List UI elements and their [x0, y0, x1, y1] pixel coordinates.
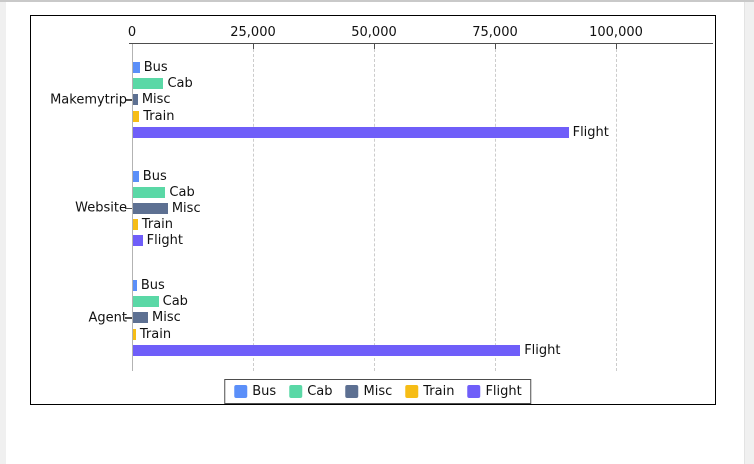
legend-item-misc: Misc — [345, 384, 392, 399]
y-axis-category-label: Agent — [88, 310, 127, 326]
bar-website-flight — [133, 235, 143, 247]
chart-frame: 0 25,000 50,000 75,000 100,000 Bus Cab Misc Trai… — [30, 15, 716, 405]
legend-swatch-cab — [289, 385, 303, 398]
chart-legend: Bus Cab Misc Train Flight — [224, 379, 532, 404]
bar-website-bus — [133, 170, 139, 182]
legend-label: Bus — [252, 384, 277, 399]
x-axis-tick — [252, 44, 254, 49]
x-axis-tick-label: 0 — [127, 25, 137, 40]
bar-label: Flight — [524, 342, 561, 358]
bar-agent-bus — [133, 280, 137, 291]
bar-makemytrip-misc — [133, 94, 138, 106]
bar-label: Train — [139, 326, 172, 342]
x-gridline — [253, 44, 254, 371]
plot-area: 0 25,000 50,000 75,000 100,000 Bus Cab Misc Trai… — [31, 16, 715, 404]
bar-agent-cab — [133, 296, 159, 308]
x-axis-tick — [615, 44, 617, 49]
y-axis-tick — [125, 207, 132, 210]
page-top-border — [0, 0, 754, 2]
legend-swatch-misc — [345, 385, 359, 398]
legend-label: Train — [423, 384, 455, 399]
bar-label: Cab — [167, 76, 193, 92]
bar-label: Train — [143, 108, 175, 124]
bar-website-train — [133, 219, 138, 231]
legend-label: Cab — [307, 384, 333, 399]
legend-label: Misc — [363, 384, 393, 399]
bar-label: Bus — [142, 168, 167, 184]
legend-item-train: Train — [405, 384, 454, 399]
x-axis-tick-label: 50,000 — [351, 25, 397, 40]
x-axis-tick — [373, 44, 375, 49]
legend-swatch-flight — [467, 385, 481, 398]
x-axis-line — [129, 43, 713, 45]
bar-label: Flight — [146, 233, 183, 249]
y-axis-category-label: Makemytrip — [50, 92, 127, 108]
bar-label: Bus — [140, 278, 165, 293]
x-axis-tick-label: 25,000 — [230, 25, 276, 40]
bar-agent-flight — [133, 344, 521, 356]
x-gridline — [374, 44, 375, 371]
y-axis-line — [132, 44, 133, 371]
bar-label: Flight — [572, 124, 609, 140]
bar-agent-train — [133, 328, 136, 340]
bar-label: Cab — [162, 294, 188, 310]
x-gridline — [495, 44, 496, 371]
bar-makemytrip-bus — [133, 62, 140, 73]
bar-label: Bus — [143, 60, 168, 75]
bar-makemytrip-flight — [133, 126, 569, 138]
bar-makemytrip-train — [133, 110, 140, 122]
page-right-gutter — [744, 2, 754, 464]
y-axis-category-label: Website — [75, 200, 127, 216]
x-gridline — [616, 44, 617, 371]
y-axis-tick — [125, 99, 132, 101]
legend-label: Flight — [485, 384, 522, 399]
bar-website-cab — [133, 186, 166, 198]
bar-label: Train — [141, 217, 174, 233]
page-left-gutter — [0, 2, 6, 464]
bar-label: Misc — [171, 200, 201, 216]
bar-label: Misc — [141, 92, 171, 108]
legend-item-flight: Flight — [467, 384, 522, 399]
legend-item-bus: Bus — [234, 384, 276, 399]
legend-swatch-bus — [234, 385, 248, 398]
legend-item-cab: Cab — [289, 384, 332, 399]
x-axis-tick-label: 100,000 — [589, 25, 643, 40]
bar-website-misc — [133, 202, 168, 214]
x-axis-tick-label: 75,000 — [472, 25, 518, 40]
legend-swatch-train — [405, 385, 419, 398]
bar-makemytrip-cab — [133, 78, 164, 90]
y-axis-tick — [125, 317, 132, 319]
bar-label: Misc — [152, 310, 181, 326]
bar-label: Cab — [169, 184, 195, 200]
x-axis-tick — [494, 44, 496, 49]
bar-agent-misc — [133, 312, 148, 324]
